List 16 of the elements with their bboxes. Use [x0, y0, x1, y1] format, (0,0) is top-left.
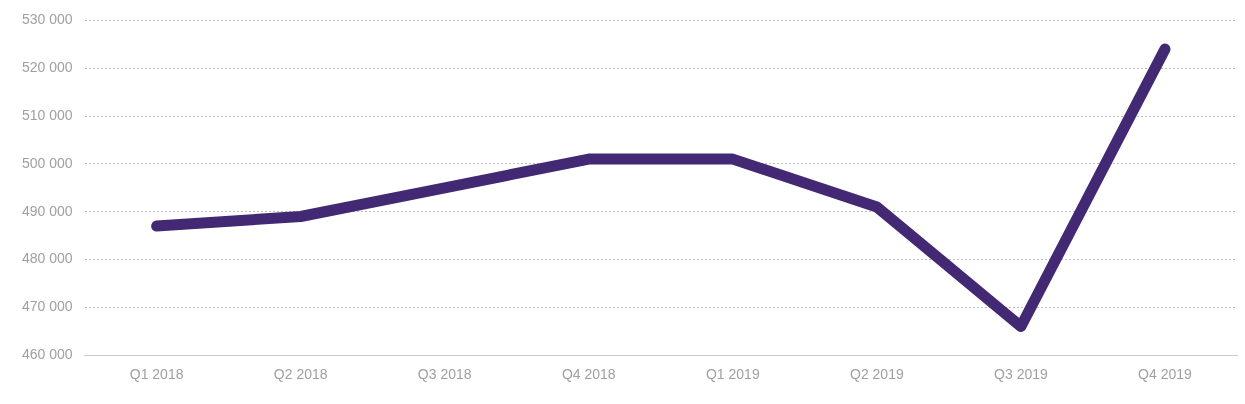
y-tick-label: 510 000 [22, 106, 73, 123]
x-tick-label: Q3 2018 [417, 366, 472, 383]
y-tick-label: 500 000 [22, 154, 73, 171]
y-tick-label: 470 000 [22, 298, 73, 315]
x-tick-label: Q2 2018 [273, 366, 328, 383]
y-tick-label: 530 000 [22, 11, 73, 28]
y-tick-label: 520 000 [22, 59, 73, 76]
x-tick-label: Q1 2019 [705, 366, 760, 383]
x-tick-label: Q1 2018 [129, 366, 184, 383]
x-tick-label: Q3 2019 [994, 366, 1048, 383]
y-tick-label: 480 000 [22, 250, 73, 267]
x-tick-label: Q4 2019 [1138, 366, 1193, 383]
y-tick-label: 460 000 [22, 346, 73, 363]
x-tick-label: Q4 2018 [561, 366, 616, 383]
y-tick-label: 490 000 [22, 202, 73, 219]
x-tick-label: Q2 2019 [850, 366, 904, 383]
